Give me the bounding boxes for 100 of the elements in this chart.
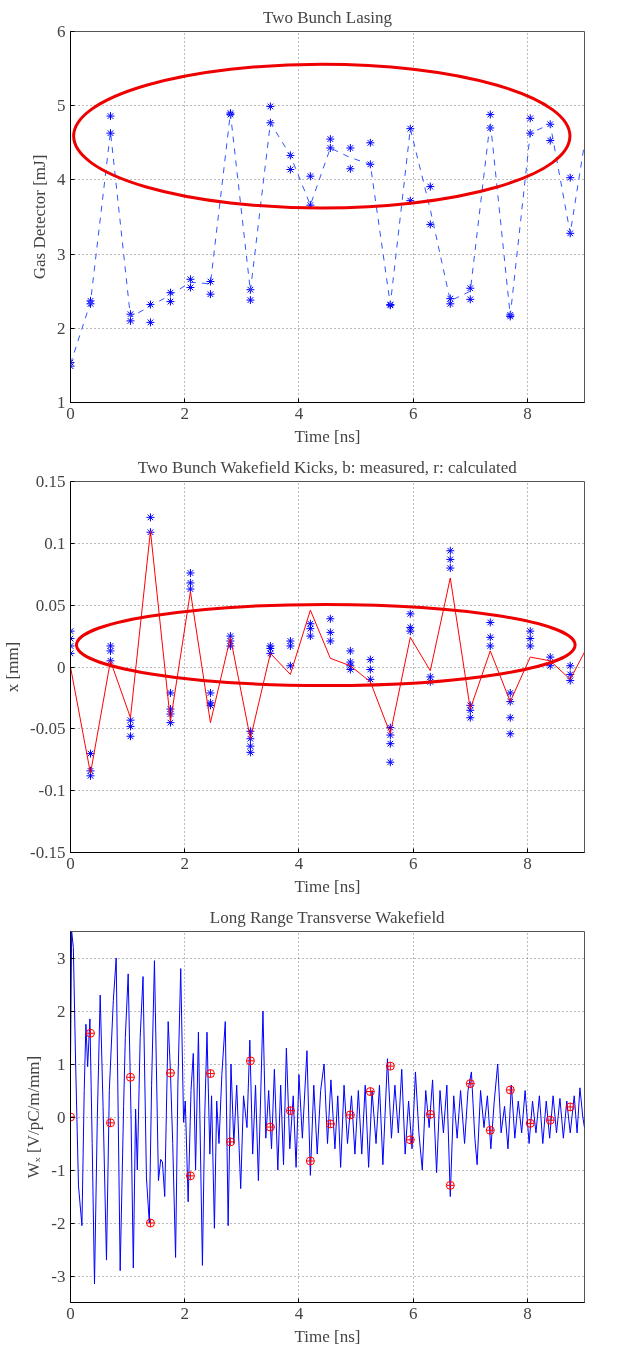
point xyxy=(325,1119,335,1129)
point xyxy=(425,1109,435,1119)
point xyxy=(285,1106,295,1116)
point xyxy=(145,1218,155,1228)
point xyxy=(165,297,175,307)
point xyxy=(545,136,555,146)
point xyxy=(485,123,495,133)
point xyxy=(345,1110,355,1120)
y-tick-label: -1 xyxy=(51,1160,66,1180)
point xyxy=(465,283,475,293)
y-tick-label: 4 xyxy=(57,170,66,190)
x-tick-label: 2 xyxy=(180,1303,189,1323)
point xyxy=(405,124,415,134)
y-tick-label: -0.15 xyxy=(30,843,66,862)
chart-title: Two Bunch Lasing xyxy=(262,7,393,27)
point xyxy=(265,101,275,111)
y-tick-label: 2 xyxy=(57,1001,66,1021)
point xyxy=(565,173,575,183)
x-tick-label: 2 xyxy=(180,403,189,423)
point xyxy=(465,294,475,304)
point xyxy=(445,1180,455,1190)
point xyxy=(425,219,435,229)
point xyxy=(205,289,215,299)
y-axis-title: Wₓ [V/pC/m/mm] xyxy=(24,1055,44,1179)
point xyxy=(425,182,435,192)
point xyxy=(345,143,355,153)
line-series xyxy=(70,112,585,365)
point xyxy=(145,300,155,310)
x-tick-label: 2 xyxy=(180,853,189,873)
point xyxy=(525,113,535,123)
y-tick-label: 0 xyxy=(57,1107,66,1127)
point xyxy=(125,309,135,319)
point xyxy=(165,288,175,298)
point xyxy=(305,171,315,181)
x-tick-label: 8 xyxy=(523,403,532,423)
chart-title: Long Range Transverse Wakefield xyxy=(209,907,446,927)
point xyxy=(465,1079,475,1089)
point xyxy=(485,110,495,120)
point xyxy=(385,1061,395,1071)
y-axis-title: Gas Detector [mJ] xyxy=(30,154,49,280)
y-tick-label: 0 xyxy=(57,657,66,677)
point xyxy=(525,128,535,138)
y-tick-label: 1 xyxy=(57,393,66,412)
point xyxy=(125,316,135,326)
point xyxy=(445,294,455,304)
y-axis-title: x [mm] xyxy=(3,641,23,693)
x-axis-title: Time [ns] xyxy=(294,876,361,896)
y-tick-label: -0.05 xyxy=(30,719,66,739)
point xyxy=(305,1156,315,1166)
point xyxy=(205,1069,215,1079)
point xyxy=(365,159,375,169)
point xyxy=(285,165,295,175)
point xyxy=(545,119,555,129)
point xyxy=(365,1087,375,1097)
point xyxy=(205,277,215,287)
point xyxy=(325,134,335,144)
y-tick-label: 0.1 xyxy=(44,533,66,553)
x-axis-title: Time [ns] xyxy=(294,426,361,446)
point xyxy=(145,317,155,327)
y-tick-label: -3 xyxy=(51,1266,66,1286)
y-tick-label: 6 xyxy=(57,22,66,41)
x-tick-label: 8 xyxy=(523,853,532,873)
point xyxy=(345,164,355,174)
point xyxy=(545,1115,555,1125)
x-tick-label: 4 xyxy=(294,403,304,423)
line-series xyxy=(70,931,585,1285)
point xyxy=(185,1171,195,1181)
point xyxy=(245,285,255,295)
point xyxy=(325,143,335,153)
y-tick-label: 0.15 xyxy=(35,472,66,491)
point xyxy=(125,1072,135,1082)
point xyxy=(265,118,275,128)
x-tick-label: 8 xyxy=(523,1303,532,1323)
y-tick-label: 5 xyxy=(57,96,66,116)
point xyxy=(105,128,115,138)
point xyxy=(445,299,455,309)
point xyxy=(285,150,295,160)
point xyxy=(245,295,255,305)
point xyxy=(405,1135,415,1145)
x-tick-label: 6 xyxy=(408,403,418,423)
y-tick-label: -2 xyxy=(51,1213,66,1233)
x-tick-label: 6 xyxy=(408,853,418,873)
point xyxy=(185,274,195,284)
y-tick-label: 0.05 xyxy=(35,595,66,615)
x-axis-title: Time [ns] xyxy=(294,1326,361,1346)
x-tick-label: 4 xyxy=(294,1303,304,1323)
point xyxy=(365,138,375,148)
point xyxy=(525,1118,535,1128)
point xyxy=(485,1125,495,1135)
y-tick-label: 2 xyxy=(57,318,66,338)
x-tick-label: 4 xyxy=(294,853,304,873)
x-tick-label: 6 xyxy=(408,1303,418,1323)
point xyxy=(565,228,575,238)
chart-title: Two Bunch Wakefield Kicks, b: measured, r: calculated xyxy=(137,457,518,477)
point xyxy=(565,1102,575,1112)
y-tick-label: -0.1 xyxy=(38,781,66,801)
point xyxy=(105,1118,115,1128)
y-tick-label: 3 xyxy=(57,244,66,264)
point xyxy=(185,282,195,292)
point xyxy=(245,1056,255,1066)
